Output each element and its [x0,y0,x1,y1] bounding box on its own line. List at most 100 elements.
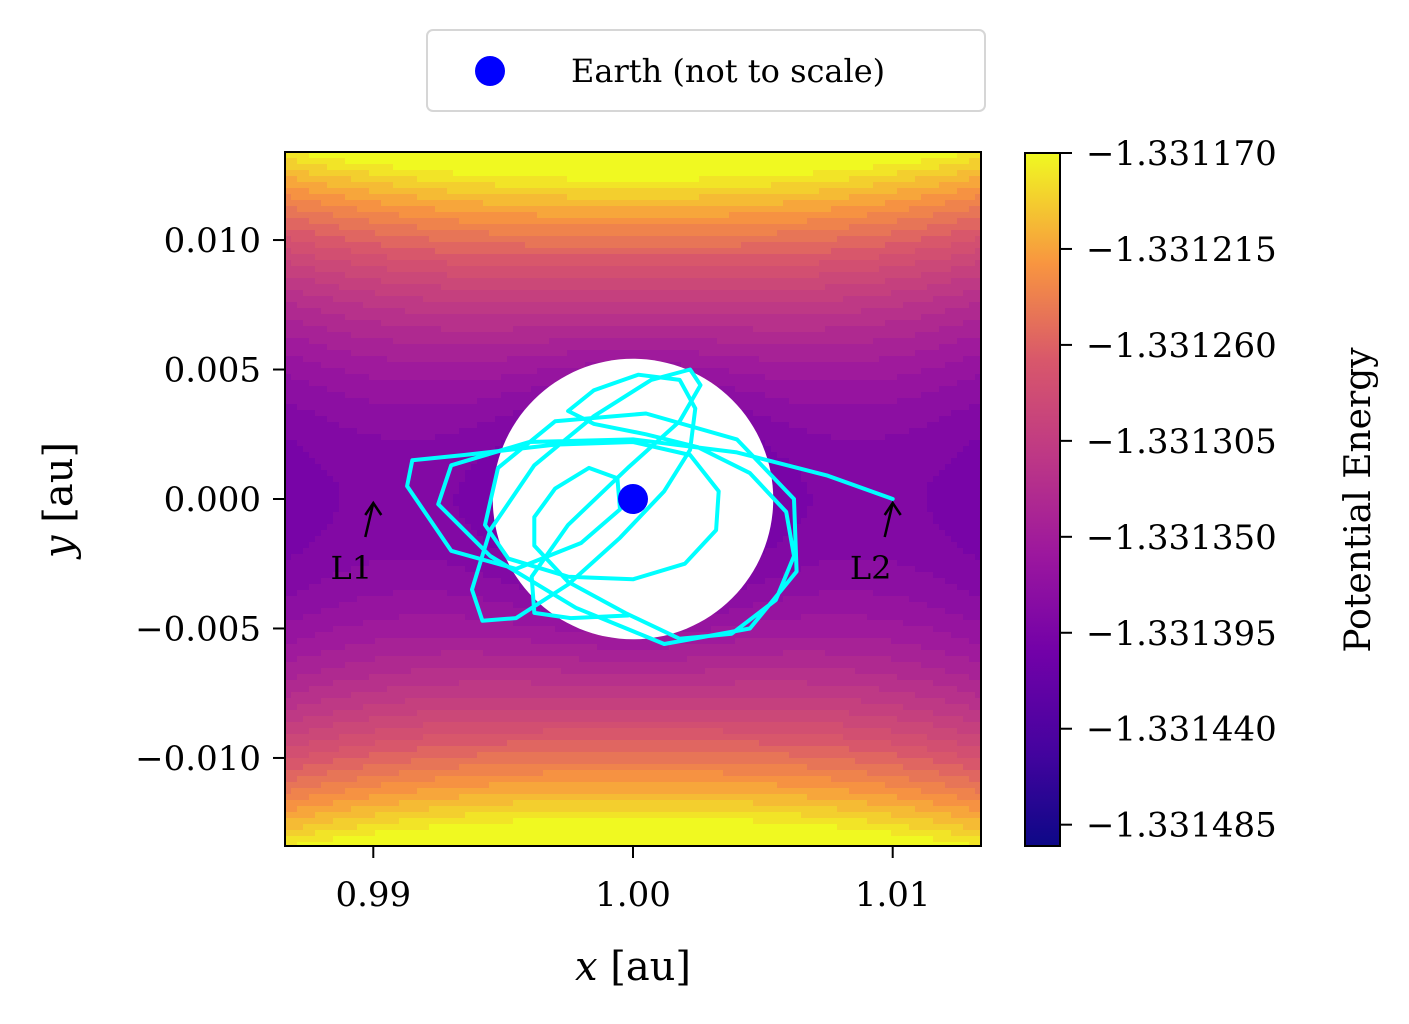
contour-cell [849,404,856,411]
contour-cell [519,296,526,303]
contour-cell [495,224,502,231]
contour-cell [633,218,640,225]
contour-cell [645,200,652,207]
contour-cell [765,236,772,243]
contour-cell [675,200,682,207]
contour-cell [945,302,952,309]
contour-cell [867,380,874,387]
contour-cell [339,206,346,213]
contour-cell [429,272,436,279]
contour-cell [819,170,826,177]
contour-cell [537,374,544,381]
contour-cell [849,182,856,189]
contour-cell [711,170,718,177]
contour-cell [759,218,766,225]
contour-cell [561,188,568,195]
contour-cell [939,302,946,309]
contour-cell [375,308,382,315]
contour-cell [435,218,442,225]
contour-cell [783,236,790,243]
contour-cell [537,266,544,273]
contour-cell [609,248,616,255]
contour-cell [921,404,928,411]
contour-cell [441,404,448,411]
contour-cell [315,404,322,411]
contour-cell [597,248,604,255]
contour-cell [393,260,400,267]
contour-cell [705,200,712,207]
contour-cell [327,308,334,315]
contour-cell [585,152,592,159]
contour-cell [447,206,454,213]
contour-cell [357,206,364,213]
contour-cell [651,242,658,249]
contour-cell [699,248,706,255]
contour-cell [489,302,496,309]
contour-cell [459,392,466,399]
contour-cell [561,362,568,369]
contour-cell [693,194,700,201]
contour-cell [567,278,574,285]
contour-cell [603,224,610,231]
contour-cell [711,248,718,255]
contour-cell [681,152,688,159]
contour-cell [675,194,682,201]
contour-cell [291,272,298,279]
contour-cell [363,332,370,339]
contour-cell [867,278,874,285]
contour-cell [843,350,850,357]
contour-cell [729,224,736,231]
contour-cell [489,206,496,213]
contour-cell [297,170,304,177]
contour-cell [609,326,616,333]
contour-cell [483,356,490,363]
contour-cell [321,176,328,183]
contour-cell [309,350,316,357]
contour-cell [615,170,622,177]
contour-cell [339,266,346,273]
contour-cell [369,392,376,399]
contour-cell [633,230,640,237]
contour-cell [585,320,592,327]
contour-cell [345,194,352,201]
contour-cell [951,386,958,393]
contour-cell [573,290,580,297]
contour-cell [963,194,970,201]
contour-cell [669,332,676,339]
contour-cell [393,224,400,231]
contour-cell [741,230,748,237]
contour-cell [543,284,550,291]
contour-cell [585,314,592,321]
contour-cell [321,386,328,393]
contour-cell [627,230,634,237]
contour-cell [753,368,760,375]
contour-cell [813,236,820,243]
contour-cell [741,176,748,183]
contour-cell [885,182,892,189]
contour-cell [591,182,598,189]
contour-cell [747,314,754,321]
contour-cell [351,356,358,363]
contour-cell [303,206,310,213]
contour-cell [609,272,616,279]
contour-cell [837,272,844,279]
contour-cell [429,266,436,273]
contour-cell [459,278,466,285]
contour-cell [651,266,658,273]
contour-cell [687,158,694,165]
contour-cell [297,182,304,189]
contour-cell [393,374,400,381]
contour-cell [705,242,712,249]
contour-cell [951,374,958,381]
contour-cell [873,398,880,405]
contour-cell [735,248,742,255]
contour-cell [585,260,592,267]
contour-cell [477,242,484,249]
contour-cell [435,332,442,339]
contour-cell [723,308,730,315]
contour-cell [381,236,388,243]
contour-cell [495,308,502,315]
contour-cell [297,368,304,375]
contour-cell [627,188,634,195]
